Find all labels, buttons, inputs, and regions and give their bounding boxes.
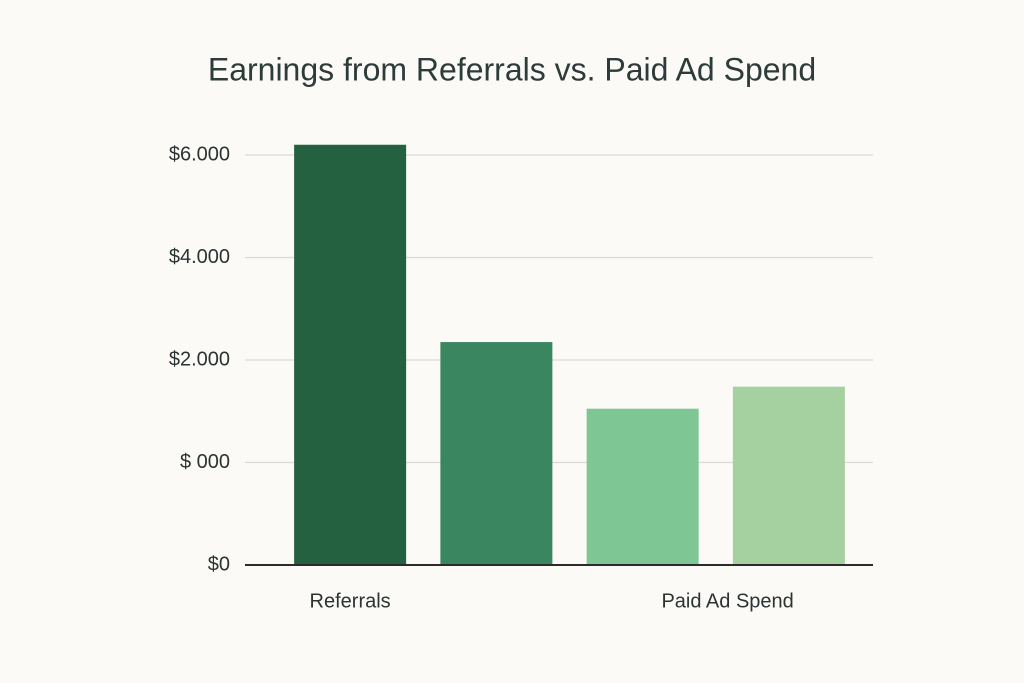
chart-title: Earnings from Referrals vs. Paid Ad Spen… bbox=[208, 51, 816, 87]
y-tick-label: $4.000 bbox=[169, 246, 230, 268]
x-tick-label: Referrals bbox=[310, 590, 391, 612]
y-tick-label: $2.000 bbox=[169, 348, 230, 370]
y-tick-label: $0 bbox=[208, 553, 230, 575]
bar bbox=[586, 408, 699, 565]
y-tick-label: $ 000 bbox=[180, 451, 230, 473]
bar bbox=[294, 144, 407, 565]
bar bbox=[440, 342, 553, 565]
y-tick-label: $6.000 bbox=[169, 143, 230, 165]
x-tick-label: Paid Ad Spend bbox=[661, 590, 793, 612]
bar bbox=[732, 386, 845, 565]
